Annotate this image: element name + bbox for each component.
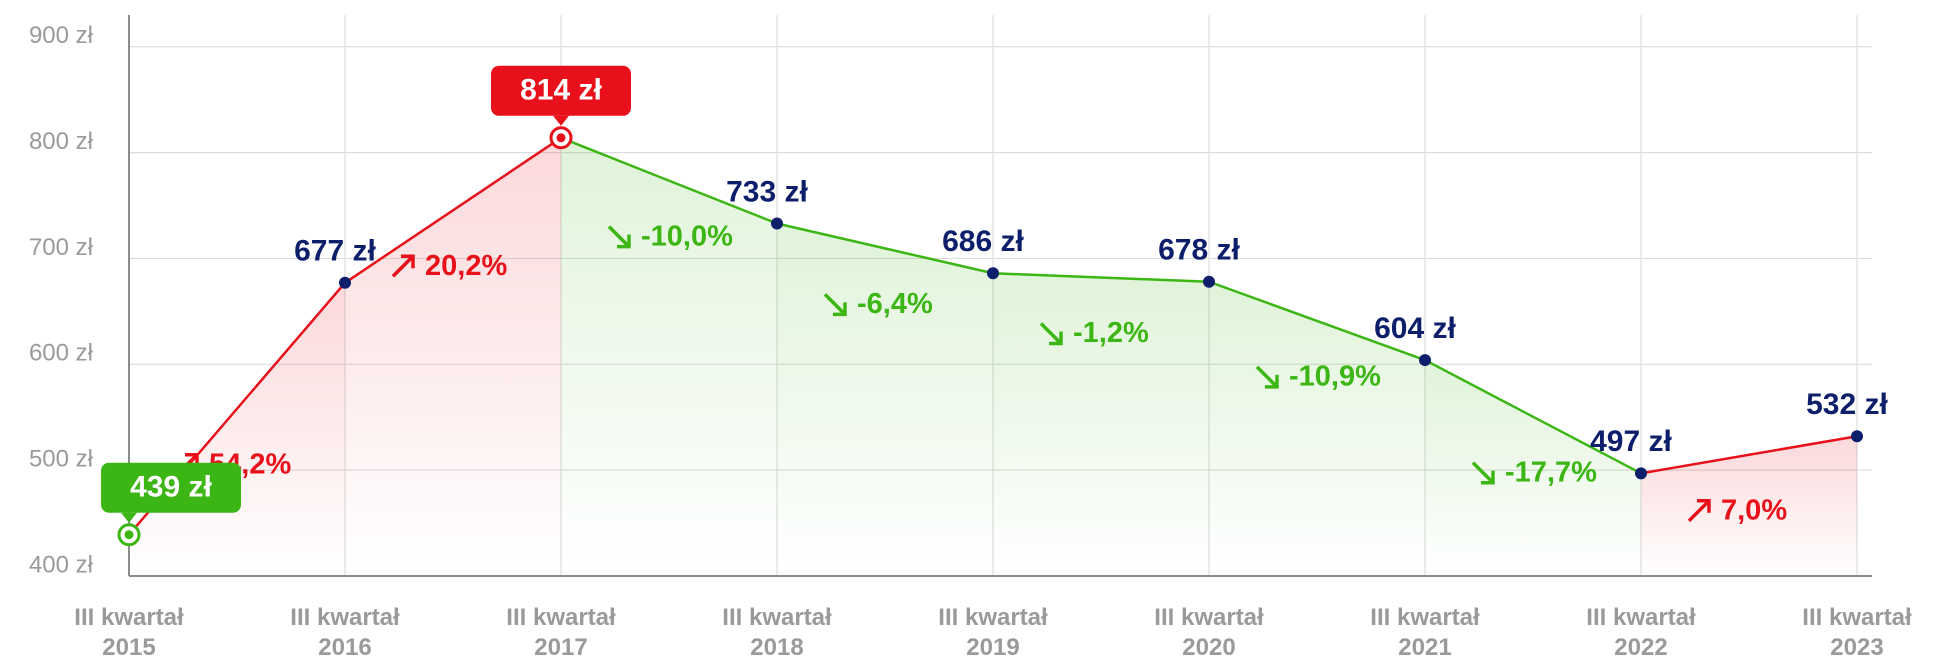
line-segment — [1640, 435, 1858, 475]
highlight-box — [101, 462, 241, 513]
line-segment — [992, 272, 1210, 283]
x-tick-label: III kwartał 2016 — [290, 604, 400, 661]
change-annotation: -10,0% — [607, 220, 733, 252]
y-tick-label: 500 zł — [29, 445, 94, 472]
line-segment — [1424, 358, 1642, 475]
point — [771, 217, 783, 230]
change-label: -6,4% — [857, 288, 933, 320]
point — [1851, 430, 1863, 443]
line-segment — [1208, 280, 1426, 362]
x-tick-label: III kwartał 2023 — [1802, 604, 1912, 661]
change-label: -1,2% — [1073, 317, 1149, 349]
arrow-up — [1687, 499, 1711, 523]
change-annotation: -1,2% — [1039, 317, 1149, 349]
area — [1425, 360, 1641, 576]
arrow-down — [1255, 365, 1279, 389]
highlight-box — [491, 65, 631, 116]
change-annotation: -17,7% — [1471, 456, 1597, 488]
area — [345, 137, 561, 576]
change-label: -10,9% — [1289, 361, 1381, 393]
point — [556, 133, 566, 143]
y-tick-label: 400 zł — [29, 551, 94, 578]
value-label: 677 zł — [294, 235, 376, 268]
area — [561, 137, 777, 576]
value-label: 814 zł — [520, 74, 602, 107]
area — [777, 223, 993, 576]
arrow-down — [823, 293, 847, 317]
area — [1209, 281, 1425, 576]
y-tick-label: 600 zł — [29, 340, 94, 367]
arrow-up — [391, 254, 415, 278]
y-tick-label: 800 zł — [29, 128, 94, 155]
value-label: 439 zł — [130, 471, 212, 504]
x-tick-label: III kwartał 2021 — [1370, 604, 1480, 661]
x-tick-label: III kwartał 2019 — [938, 604, 1048, 661]
change-annotation: 7,0% — [1687, 494, 1787, 526]
area — [1641, 436, 1857, 576]
x-tick-label: III kwartał 2017 — [506, 604, 616, 661]
line-segment — [776, 222, 994, 275]
value-label: 604 zł — [1374, 312, 1456, 345]
x-tick-label: III kwartał 2020 — [1154, 604, 1264, 661]
change-label: -10,0% — [641, 220, 733, 252]
point — [124, 530, 134, 540]
line-segment — [344, 136, 562, 284]
change-label: 7,0% — [1721, 494, 1787, 526]
value-label: 686 zł — [942, 225, 1024, 258]
value-label: 497 zł — [1590, 425, 1672, 458]
highlight-pointer — [121, 512, 137, 523]
point — [339, 276, 351, 289]
arrow-down — [1039, 322, 1063, 346]
point — [1635, 467, 1647, 480]
area — [129, 282, 345, 576]
highlight-pointer — [553, 115, 569, 126]
arrow-down — [1471, 461, 1495, 485]
change-annotation: -10,9% — [1255, 361, 1381, 393]
point — [987, 267, 999, 280]
x-tick-label: III kwartał 2018 — [722, 604, 832, 661]
area — [993, 273, 1209, 576]
arrow-down — [607, 225, 631, 249]
point — [1203, 275, 1215, 288]
change-label: 20,2% — [425, 250, 507, 282]
value-label: 733 zł — [726, 175, 808, 208]
line-segment — [560, 136, 778, 225]
y-tick-label: 700 zł — [29, 234, 94, 261]
change-annotation: -6,4% — [823, 288, 933, 320]
x-tick-label: III kwartał 2022 — [1586, 604, 1696, 661]
change-annotation: 20,2% — [391, 250, 507, 282]
value-label: 532 zł — [1806, 388, 1888, 421]
value-label: 678 zł — [1158, 234, 1240, 267]
point — [1419, 354, 1431, 367]
y-tick-label: 900 zł — [29, 22, 94, 49]
x-tick-label: III kwartał 2015 — [74, 604, 184, 661]
change-label: -17,7% — [1505, 456, 1597, 488]
